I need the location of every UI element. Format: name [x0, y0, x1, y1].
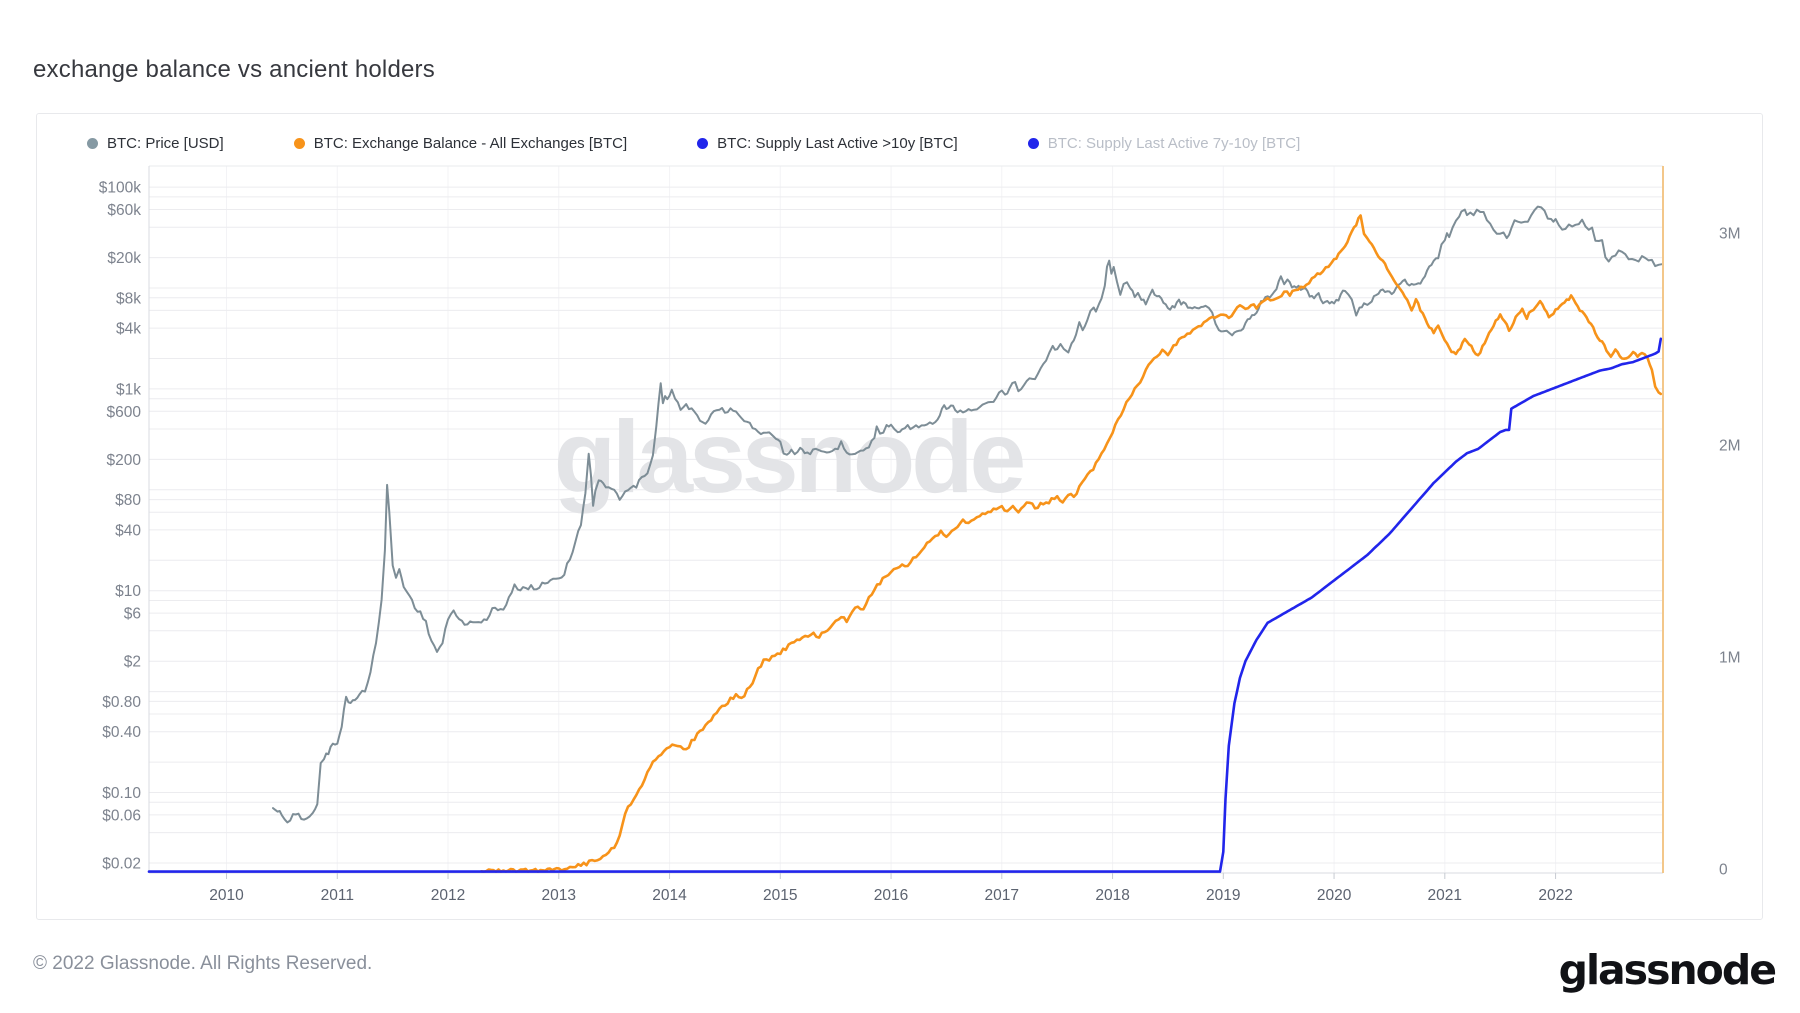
- svg-text:2018: 2018: [1095, 887, 1129, 904]
- svg-text:2012: 2012: [431, 887, 465, 904]
- glassnode-watermark: glassnode: [554, 400, 1024, 514]
- svg-text:$600: $600: [107, 404, 142, 421]
- svg-text:1M: 1M: [1719, 650, 1741, 667]
- chart-legend: BTC: Price [USD] BTC: Exchange Balance -…: [87, 135, 1300, 152]
- svg-text:3M: 3M: [1719, 226, 1741, 243]
- svg-text:$8k: $8k: [116, 290, 141, 307]
- y-axis-right-labels: 3M 2M 1M 0: [1719, 226, 1741, 879]
- svg-text:2022: 2022: [1538, 887, 1572, 904]
- svg-text:$0.10: $0.10: [102, 785, 141, 802]
- svg-text:2014: 2014: [652, 887, 687, 904]
- svg-text:2020: 2020: [1317, 887, 1352, 904]
- exchange-balance-series-dot-icon: [293, 138, 305, 149]
- glassnode-logo: glassnode: [1558, 946, 1777, 994]
- price-series-dot-icon: [87, 138, 98, 149]
- series-line-0: [272, 205, 1663, 824]
- page-title: exchange balance vs ancient holders: [33, 56, 435, 84]
- footer-copyright: © 2022 Glassnode. All Rights Reserved.: [33, 953, 373, 974]
- svg-text:2021: 2021: [1428, 887, 1462, 904]
- legend-item-price[interactable]: BTC: Price [USD]: [87, 135, 224, 152]
- legend-label-price: BTC: Price [USD]: [107, 135, 224, 152]
- svg-text:2010: 2010: [209, 887, 244, 904]
- x-axis-labels: 2010 2011 2012 2013 2014 2015 2016 2017 2018 2019…: [209, 873, 1573, 904]
- y-axis-left-labels: $100k $60k $20k $8k $4k $1k $600 $200 $80 $40 $10 $…: [99, 180, 142, 873]
- svg-text:2016: 2016: [874, 887, 908, 904]
- chart-canvas[interactable]: glassnode$100k$60k$20k$8k$4k$1k$600$200$…: [37, 114, 1762, 919]
- svg-text:$2: $2: [124, 654, 141, 671]
- svg-text:$60k: $60k: [107, 202, 141, 219]
- svg-text:$0.02: $0.02: [102, 856, 141, 873]
- svg-text:2019: 2019: [1206, 887, 1240, 904]
- supply-7y-10y-series-dot-icon: [1027, 138, 1039, 149]
- svg-text:$0.06: $0.06: [102, 807, 141, 824]
- svg-text:2015: 2015: [763, 887, 797, 904]
- svg-text:$10: $10: [115, 583, 141, 600]
- svg-text:2013: 2013: [542, 887, 576, 904]
- legend-label-exchange-balance: BTC: Exchange Balance - All Exchanges [B…: [313, 135, 628, 152]
- plot-frame: [148, 165, 1663, 874]
- svg-text:2M: 2M: [1719, 438, 1741, 455]
- legend-item-supply-7y-10y[interactable]: BTC: Supply Last Active 7y-10y [BTC]: [1027, 135, 1301, 152]
- svg-text:$80: $80: [115, 492, 141, 509]
- svg-text:$200: $200: [107, 452, 142, 469]
- supply-10y-series-dot-icon: [697, 138, 709, 149]
- legend-item-supply-10y[interactable]: BTC: Supply Last Active >10y [BTC]: [697, 135, 958, 152]
- series-line-1: [479, 214, 1663, 873]
- svg-text:2011: 2011: [321, 887, 354, 904]
- svg-text:$4k: $4k: [116, 321, 141, 338]
- plot-area[interactable]: [149, 166, 1663, 873]
- legend-label-supply-7y-10y: BTC: Supply Last Active 7y-10y [BTC]: [1047, 135, 1301, 152]
- legend-item-exchange-balance[interactable]: BTC: Exchange Balance - All Exchanges [B…: [293, 135, 628, 152]
- svg-text:0: 0: [1719, 862, 1728, 879]
- svg-text:$0.40: $0.40: [102, 724, 141, 741]
- svg-text:2017: 2017: [985, 887, 1019, 904]
- chart-card: BTC: Price [USD] BTC: Exchange Balance -…: [36, 113, 1763, 920]
- svg-text:$0.80: $0.80: [102, 694, 141, 711]
- svg-text:$20k: $20k: [107, 250, 141, 267]
- svg-text:$40: $40: [115, 522, 141, 539]
- svg-text:$100k: $100k: [99, 180, 141, 197]
- svg-text:$6: $6: [124, 606, 141, 623]
- svg-text:$1k: $1k: [116, 381, 141, 398]
- series-line-2: [147, 337, 1663, 873]
- legend-label-supply-10y: BTC: Supply Last Active >10y [BTC]: [717, 135, 958, 152]
- grid: [149, 166, 1663, 873]
